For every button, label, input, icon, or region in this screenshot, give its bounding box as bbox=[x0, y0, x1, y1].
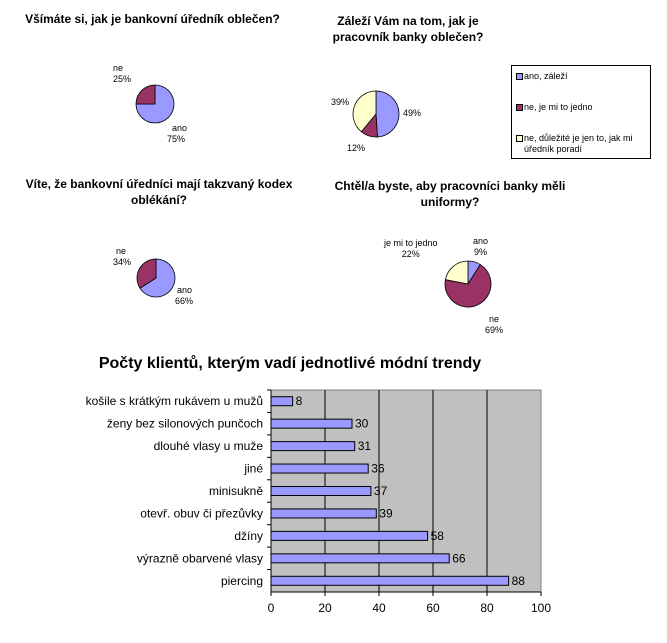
pie1-label-ano: ano 75% bbox=[167, 123, 187, 145]
category-label: džíny bbox=[234, 529, 263, 543]
bar-value-label: 88 bbox=[512, 574, 526, 588]
pie-slice bbox=[135, 84, 175, 124]
pie2-title: Záleží Vám na tom, jak je pracovník bank… bbox=[332, 14, 484, 44]
x-tick-label: 40 bbox=[372, 601, 386, 615]
pie4-label-ne-pct: 69% bbox=[485, 325, 504, 335]
legend-item-ne: ne, je mi to jedno bbox=[516, 102, 646, 113]
pie4-label-ne: ne 69% bbox=[485, 314, 503, 336]
pie-slice bbox=[136, 258, 157, 289]
bar-value-label: 37 bbox=[374, 484, 388, 498]
pie3-title: Víte, že bankovní úředníci mají takzvaný… bbox=[25, 177, 293, 207]
legend-item-neutral: ne, důležité je jen to, jak mi úředník p… bbox=[516, 133, 648, 155]
category-label: minisukně bbox=[209, 484, 263, 498]
pie2-legend: ano, záleží ne, je mi to jedno ne, důlež… bbox=[511, 65, 651, 159]
pie1-title: Všímáte si, jak je bankovní úředník oble… bbox=[25, 12, 280, 26]
category-label: piercing bbox=[221, 574, 263, 588]
bar bbox=[270, 530, 429, 541]
pie1-label-ano-name: ano bbox=[172, 123, 188, 133]
pie1-label-ne-pct: 25% bbox=[113, 74, 132, 84]
pie3-label-ne-name: ne bbox=[116, 246, 127, 256]
bar bbox=[270, 575, 510, 586]
pie4-label-neutral-pct: 22% bbox=[401, 249, 420, 259]
pie1-label-ne-name: ne bbox=[113, 63, 124, 73]
pie2-label-49: 49% bbox=[403, 108, 422, 118]
bar-value-label: 36 bbox=[371, 462, 385, 476]
pie-slice bbox=[135, 84, 156, 105]
x-tick-label: 0 bbox=[268, 601, 275, 615]
category-label: košile s krátkým rukávem u mužů bbox=[86, 394, 263, 408]
pie4-label-neutral: je mi to jedno 22% bbox=[384, 238, 438, 260]
pie2-chart bbox=[352, 90, 400, 138]
bar bbox=[270, 508, 377, 519]
bar bbox=[270, 441, 356, 452]
category-label: otevř. obuv či přezůvky bbox=[140, 506, 263, 520]
pie-slice bbox=[375, 90, 400, 138]
bar-chart-title: Počty klientů, kterým vadí jednotlivé mó… bbox=[98, 355, 482, 372]
category-label: dlouhé vlasy u muže bbox=[154, 439, 264, 453]
bar bbox=[270, 486, 372, 496]
pie2-label-12: 12% bbox=[347, 143, 366, 153]
bar-value-label: 39 bbox=[379, 506, 393, 520]
bar-chart: 0 20 40 60 80 100 košile s krátkým rukávem u m… bbox=[86, 389, 551, 615]
bar-value-label: 31 bbox=[358, 439, 372, 453]
legend-label-neutral: ne, důležité je jen to, jak mi úředník p… bbox=[524, 133, 633, 154]
pie3-chart bbox=[136, 258, 176, 298]
x-tick-label: 60 bbox=[426, 601, 440, 615]
bar-value-label: 58 bbox=[431, 529, 445, 543]
pie4-chart bbox=[444, 260, 492, 308]
pie3-label-ano-pct: 66% bbox=[175, 296, 194, 306]
pie4-label-neutral-name: je mi to jedno bbox=[384, 238, 438, 248]
legend-swatch-ne bbox=[516, 104, 523, 111]
bar-value-label: 30 bbox=[355, 417, 369, 431]
category-label: jiné bbox=[243, 462, 263, 476]
x-tick-label: 80 bbox=[480, 601, 494, 615]
pie1-label-ano-pct: 75% bbox=[167, 134, 186, 144]
legend-label-ano: ano, záleží bbox=[524, 71, 568, 81]
pie-slice bbox=[352, 90, 377, 133]
x-tick-label: 100 bbox=[531, 601, 551, 615]
pie-slice bbox=[444, 260, 469, 285]
pie3-label-ano-name: ano bbox=[177, 285, 193, 295]
pie4-label-ano-name: ano bbox=[473, 236, 489, 246]
pie3-label-ne-pct: 34% bbox=[113, 257, 132, 267]
pie3-label-ne: ne 34% bbox=[113, 246, 131, 268]
bar-value-label: 8 bbox=[296, 394, 303, 408]
pie4-label-ne-name: ne bbox=[489, 314, 500, 324]
pie1-label-ne: ne 25% bbox=[113, 63, 131, 85]
pie3-label-ano: ano 66% bbox=[175, 285, 193, 307]
pie4-label-ano-pct: 9% bbox=[474, 247, 488, 257]
x-tick-label: 20 bbox=[318, 601, 332, 615]
legend-label-ne: ne, je mi to jedno bbox=[524, 102, 593, 112]
legend-swatch-ano bbox=[516, 73, 523, 80]
pie1-chart bbox=[135, 84, 175, 124]
bar bbox=[270, 396, 294, 407]
legend-swatch-neutral bbox=[516, 135, 523, 142]
bar bbox=[270, 553, 450, 564]
pie4-label-ano: ano 9% bbox=[473, 236, 488, 258]
pie-slice bbox=[139, 258, 176, 298]
category-label: ženy bez silonových punčoch bbox=[107, 417, 263, 431]
pie4-title: Chtěl/a byste, aby pracovníci banky měli… bbox=[334, 179, 566, 209]
legend-item-ano: ano, záleží bbox=[516, 71, 646, 82]
bar bbox=[270, 463, 369, 474]
pie2-label-39: 39% bbox=[331, 97, 350, 107]
bar bbox=[270, 418, 353, 429]
pie-slice bbox=[444, 264, 492, 308]
category-label: výrazně obarvené vlasy bbox=[137, 551, 263, 565]
bar-value-label: 66 bbox=[452, 551, 466, 565]
